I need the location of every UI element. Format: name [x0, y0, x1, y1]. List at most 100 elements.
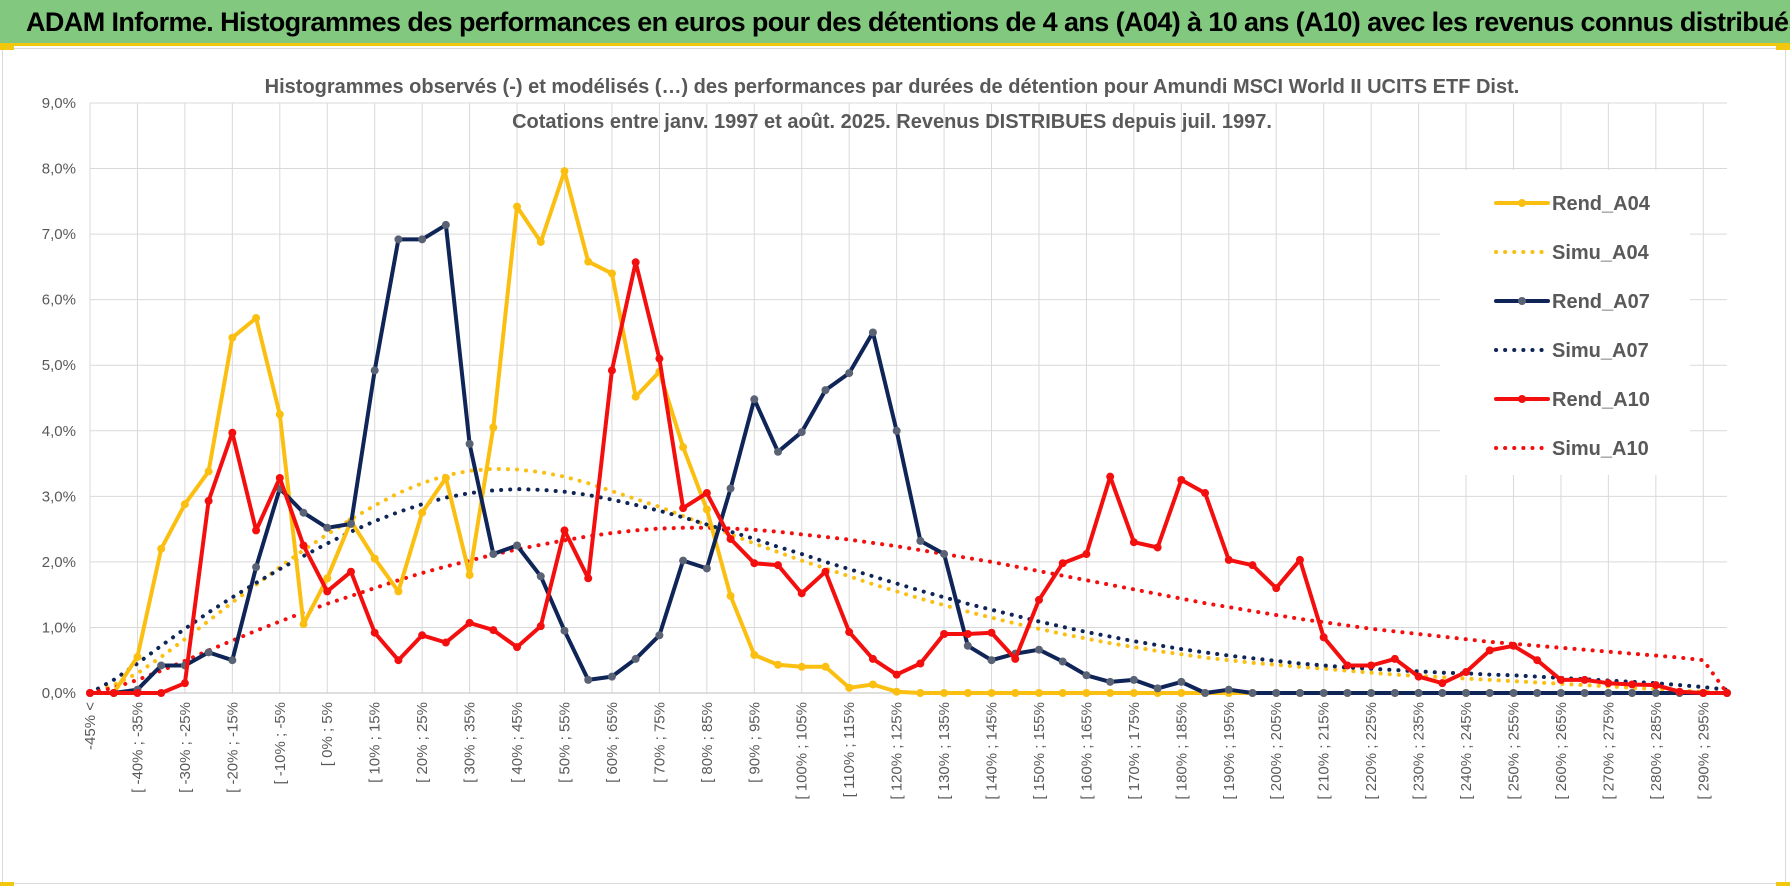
- x-tick-label: [ 240% ; 245%: [1458, 702, 1475, 800]
- x-tick-label: [ 280% ; 285%: [1648, 702, 1665, 800]
- data-point-Rend_A04: [1082, 689, 1091, 697]
- data-point-Rend_A04: [584, 257, 593, 266]
- x-tick-label: [ 20% ; 25%: [414, 702, 431, 783]
- data-point-Rend_A07: [1390, 689, 1399, 697]
- data-point-Rend_A10: [1675, 687, 1684, 696]
- data-point-Rend_A07: [1224, 685, 1233, 694]
- series-line-Rend_A10: [88, 260, 1729, 695]
- data-point-Rend_A04: [868, 680, 877, 689]
- x-tick-label: [ 80% ; 85%: [699, 702, 716, 783]
- data-point-Rend_A07: [987, 656, 996, 665]
- y-tick-label: 8,0%: [42, 161, 76, 178]
- x-tick-label: -45% <: [82, 702, 99, 750]
- data-point-Rend_A07: [536, 572, 545, 581]
- data-point-Rend_A07: [441, 220, 450, 229]
- data-point-Rend_A07: [679, 556, 688, 565]
- data-point-Rend_A07: [489, 550, 498, 559]
- data-point-Rend_A10: [394, 656, 403, 665]
- data-point-Rend_A07: [1177, 677, 1186, 686]
- data-point-Rend_A04: [1106, 689, 1115, 697]
- data-point-Rend_A10: [157, 689, 166, 697]
- data-point-Rend_A04: [370, 554, 379, 563]
- data-point-Rend_A10: [1011, 654, 1020, 663]
- x-axis-tick-labels: -45% < [ -40% ; -35% [ -30% ; -25% [ -20% ;…: [82, 702, 1712, 800]
- data-point-Rend_A07: [916, 536, 925, 545]
- data-point-Rend_A07: [607, 672, 616, 681]
- data-point-Rend_A07: [1533, 689, 1542, 697]
- data-point-Rend_A07: [892, 426, 901, 435]
- data-point-Rend_A07: [346, 519, 355, 528]
- legend-label-Simu_A10: Simu_A10: [1552, 438, 1649, 460]
- x-tick-label: [ 130% ; 135%: [936, 702, 953, 800]
- data-point-Rend_A04: [726, 591, 735, 600]
- data-point-Rend_A07: [1414, 689, 1423, 697]
- x-tick-label: [ 110% ; 115%: [841, 702, 858, 797]
- data-point-Rend_A04: [892, 687, 901, 696]
- data-point-Rend_A10: [1462, 668, 1471, 677]
- legend-marker-Rend_A04: [1518, 199, 1526, 207]
- data-point-Rend_A10: [1628, 680, 1637, 689]
- report-title: ADAM Informe. Histogrammes des performan…: [26, 7, 1790, 37]
- data-point-Rend_A04: [1034, 689, 1043, 697]
- x-tick-label: [ 200% ; 205%: [1268, 702, 1285, 800]
- data-point-Rend_A07: [1462, 689, 1471, 697]
- data-point-Rend_A07: [1628, 689, 1637, 697]
- data-point-Rend_A07: [940, 550, 949, 559]
- data-point-Rend_A10: [916, 659, 925, 668]
- x-tick-label: [ -20% ; -15%: [224, 702, 241, 793]
- y-axis-tick-labels: 0,0% 1,0% 2,0% 3,0% 4,0% 5,0% 6,0% 7,0% 8,0% 9,0%: [42, 95, 76, 702]
- data-point-Rend_A04: [1129, 689, 1138, 697]
- data-point-Rend_A07: [726, 484, 735, 493]
- data-point-Rend_A04: [916, 689, 925, 697]
- data-point-Rend_A07: [228, 656, 237, 665]
- data-point-Rend_A10: [892, 670, 901, 679]
- data-point-Rend_A10: [1224, 555, 1233, 564]
- x-tick-label: [ 10% ; 15%: [367, 702, 384, 783]
- legend-marker-Rend_A07: [1518, 297, 1526, 305]
- series-line-Simu_A07: [88, 487, 1729, 695]
- data-point-Rend_A04: [607, 269, 616, 278]
- data-point-Rend_A07: [821, 386, 830, 395]
- y-tick-label: 3,0%: [42, 488, 76, 505]
- legend-label-Rend_A04: Rend_A04: [1552, 193, 1651, 215]
- x-tick-label: [ 0% ; 5%: [319, 702, 336, 766]
- x-tick-label: [ 60% ; 65%: [604, 702, 621, 783]
- data-point-Rend_A04: [774, 660, 783, 669]
- data-point-Rend_A10: [441, 638, 450, 647]
- data-point-Rend_A10: [513, 643, 522, 652]
- data-point-Rend_A04: [157, 544, 166, 553]
- data-point-Rend_A10: [1248, 561, 1257, 570]
- data-point-Rend_A07: [252, 563, 261, 572]
- data-point-Rend_A07: [845, 369, 854, 378]
- data-point-Rend_A10: [607, 366, 616, 375]
- data-point-Rend_A07: [1319, 689, 1328, 697]
- x-tick-label: [ 120% ; 125%: [889, 702, 906, 800]
- data-point-Rend_A10: [1343, 661, 1352, 670]
- series-line-Simu_A10: [88, 525, 1729, 695]
- data-point-Rend_A07: [750, 395, 759, 404]
- data-point-Rend_A07: [394, 235, 403, 244]
- data-point-Rend_A04: [845, 683, 854, 692]
- data-point-Rend_A10: [1485, 646, 1494, 655]
- data-point-Rend_A07: [157, 661, 166, 670]
- data-point-Rend_A10: [702, 489, 711, 498]
- y-tick-label: 2,0%: [42, 554, 76, 571]
- data-point-Rend_A10: [323, 587, 332, 596]
- y-tick-label: 7,0%: [42, 226, 76, 243]
- y-tick-label: 0,0%: [42, 685, 76, 702]
- corner-accent-left: [0, 46, 14, 50]
- data-point-Rend_A10: [489, 626, 498, 635]
- data-point-Rend_A07: [584, 675, 593, 684]
- data-point-Rend_A04: [489, 423, 498, 432]
- data-point-Rend_A10: [1106, 472, 1115, 481]
- data-point-Rend_A10: [418, 631, 427, 640]
- data-point-Rend_A10: [584, 574, 593, 583]
- data-point-Rend_A04: [797, 662, 806, 671]
- data-point-Rend_A10: [1604, 679, 1613, 688]
- data-point-Rend_A10: [868, 654, 877, 663]
- data-point-Rend_A04: [180, 500, 189, 509]
- x-tick-label: [ 70% ; 75%: [651, 702, 668, 783]
- data-point-Rend_A10: [845, 628, 854, 637]
- data-point-Rend_A04: [323, 574, 332, 583]
